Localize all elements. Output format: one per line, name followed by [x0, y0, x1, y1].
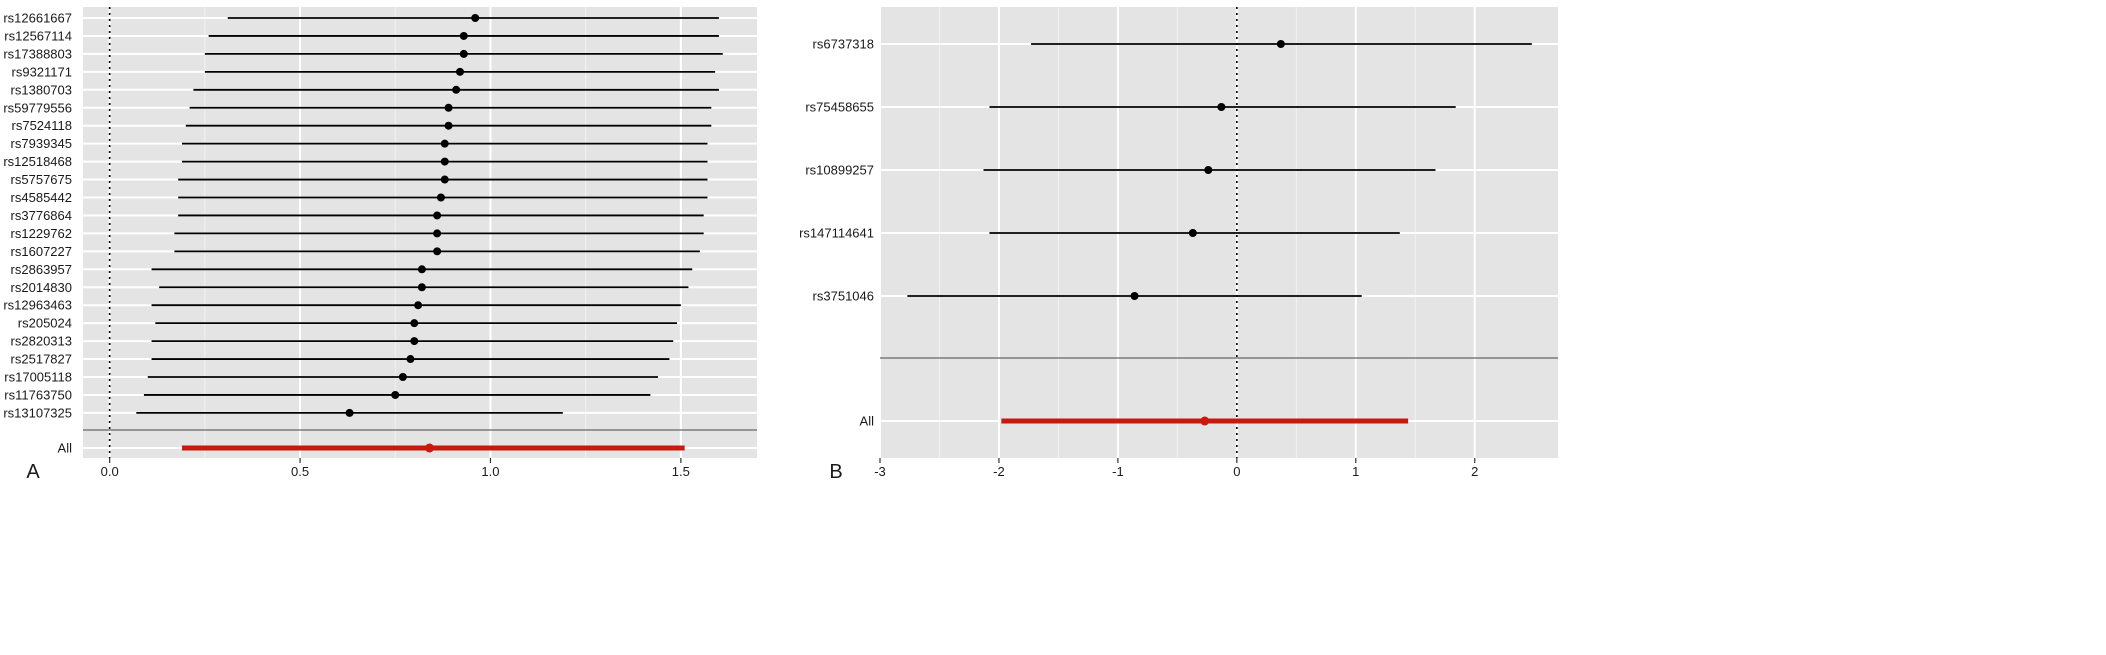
row-label: rs2863957	[11, 262, 72, 277]
point-estimate	[433, 211, 442, 220]
point-estimate	[459, 49, 468, 58]
point-estimate	[345, 408, 354, 417]
x-tick-label: -1	[1112, 464, 1124, 479]
row-label: rs1607227	[11, 244, 72, 259]
point-estimate	[410, 319, 419, 328]
row-label: rs7524118	[12, 118, 72, 133]
point-estimate	[440, 175, 449, 184]
summary-estimate	[425, 443, 435, 453]
row-label: rs3776864	[11, 208, 72, 223]
panel-letter-label: A	[26, 461, 40, 483]
row-label: rs11763750	[4, 387, 72, 402]
row-label: rs205024	[18, 316, 72, 331]
x-tick-label: 1.5	[672, 464, 690, 479]
point-estimate	[444, 121, 453, 130]
x-tick-label: -3	[874, 464, 886, 479]
row-label: rs2014830	[11, 280, 72, 295]
row-label: rs10899257	[805, 163, 874, 178]
row-label: rs59779556	[3, 100, 72, 115]
x-tick-label: 0.5	[291, 464, 309, 479]
point-estimate	[440, 157, 449, 166]
panel-letter-label: B	[829, 461, 842, 483]
x-tick-label: 1.0	[481, 464, 499, 479]
point-estimate	[417, 265, 426, 274]
row-label: rs4585442	[11, 190, 72, 205]
row-label: rs7939345	[11, 136, 72, 151]
point-estimate	[433, 229, 442, 238]
point-estimate	[1204, 166, 1213, 174]
row-label: rs75458655	[805, 100, 874, 115]
point-estimate	[410, 337, 419, 346]
summary-estimate	[1200, 416, 1210, 426]
panel-b: rs6737318 rs75458655 rs10899257 rs147114641…	[799, 7, 1558, 483]
point-estimate	[459, 31, 468, 40]
x-tick-label: -2	[993, 464, 1005, 479]
row-label: rs1380703	[11, 82, 72, 97]
row-label: rs147114641	[799, 226, 874, 241]
point-estimate	[1276, 40, 1285, 48]
x-tick-label: 0.0	[101, 464, 119, 479]
row-label: rs12567114	[4, 28, 72, 43]
x-tick-label: 0	[1233, 464, 1240, 479]
summary-label: All	[58, 441, 73, 456]
row-label: rs6737318	[813, 37, 874, 52]
row-label: rs17388803	[3, 46, 72, 61]
row-label: rs12963463	[3, 298, 72, 313]
point-estimate	[440, 139, 449, 148]
row-label: rs9321171	[12, 64, 72, 79]
row-label: rs5757675	[11, 172, 72, 187]
point-estimate	[455, 67, 464, 76]
point-estimate	[433, 247, 442, 256]
point-estimate	[417, 283, 426, 292]
row-label: rs17005118	[4, 370, 72, 385]
point-estimate	[414, 301, 423, 310]
point-estimate	[1130, 292, 1139, 300]
point-estimate	[444, 103, 453, 112]
row-label: rs1229762	[11, 226, 72, 241]
x-tick-label: 2	[1471, 464, 1478, 479]
panel-a: rs12661667 rs12567114 rs17388803 rs9321171 r…	[3, 7, 757, 483]
x-tick-label: 1	[1352, 464, 1359, 479]
point-estimate	[471, 14, 480, 22]
point-estimate	[436, 193, 445, 202]
row-label: rs12661667	[3, 11, 72, 26]
row-label: rs12518468	[3, 154, 72, 169]
row-label: rs3751046	[813, 289, 874, 304]
row-label: rs2820313	[11, 334, 72, 349]
summary-label: All	[860, 414, 875, 429]
row-label: rs2517827	[11, 352, 72, 367]
point-estimate	[452, 85, 461, 94]
point-estimate	[1217, 103, 1226, 111]
point-estimate	[406, 355, 415, 364]
row-label: rs13107325	[3, 405, 72, 420]
point-estimate	[391, 390, 400, 399]
point-estimate	[1188, 229, 1197, 237]
point-estimate	[398, 373, 407, 381]
